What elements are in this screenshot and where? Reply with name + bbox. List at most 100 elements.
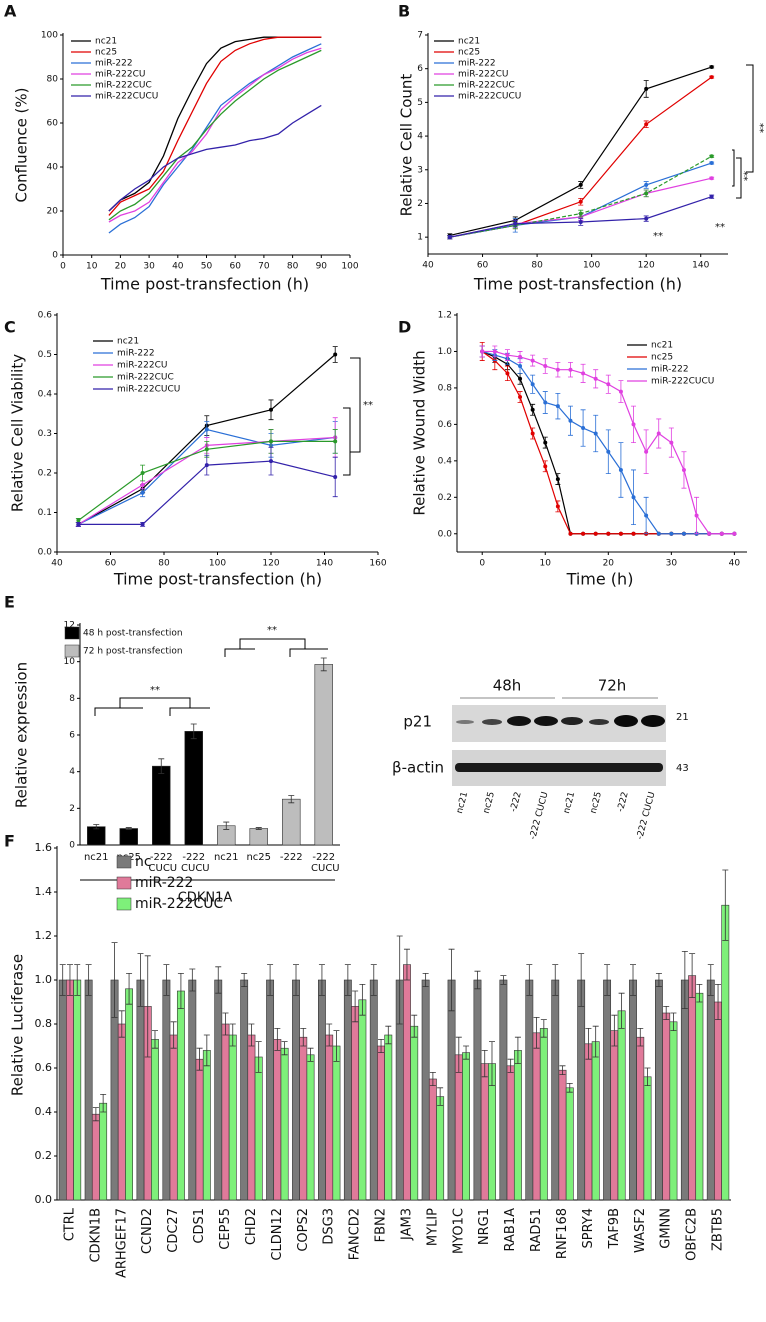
error-bar (307, 1047, 314, 1062)
x-tick-label: -222 CUCU (145, 852, 177, 874)
marker (581, 531, 586, 536)
x-axis-label: Time post-transfection (h) (100, 275, 309, 294)
error-bar (566, 1083, 573, 1093)
marker (606, 449, 611, 454)
legend-label: nc21 (117, 337, 139, 347)
legend-swatch (116, 855, 132, 869)
error-bar (177, 973, 184, 1009)
error-bar (411, 1014, 418, 1038)
y-axis-label: Relative Cell Count (398, 74, 416, 217)
y-tick-label: 0.6 (438, 420, 453, 430)
marker (593, 431, 598, 436)
error-bar (241, 973, 248, 987)
blot-size: 43 (676, 763, 689, 774)
legend-label: nc21 (95, 37, 117, 47)
annotation: ** (738, 171, 749, 181)
error-bar (288, 795, 295, 804)
x-tick-label: 100 (583, 261, 600, 271)
bar (325, 1034, 334, 1201)
y-tick-label: 0.1 (38, 508, 52, 518)
bar (84, 979, 93, 1201)
annotation: ** (267, 625, 277, 636)
y-tick-label: 0.8 (35, 1017, 53, 1030)
y-tick-label: 1 (417, 233, 423, 243)
x-tick-label: 30 (143, 262, 155, 272)
y-tick-label: 60 (47, 119, 59, 129)
y-tick-label: 12 (64, 621, 75, 631)
marker (578, 182, 583, 187)
error-bar (630, 964, 637, 996)
x-tick-label: nc25 (246, 852, 271, 863)
blot-lane-label: nc21 (562, 791, 577, 815)
x-tick-label: 40 (422, 261, 434, 271)
bar (195, 1058, 204, 1201)
x-tick-label: FANCD2 (348, 1208, 363, 1260)
bar (428, 1078, 437, 1201)
marker (707, 531, 712, 536)
error-bar (118, 1010, 125, 1038)
bracket (224, 638, 328, 657)
x-tick-label: MYO1C (451, 1208, 466, 1254)
x-tick-label: CLDN12 (270, 1208, 285, 1261)
marker (631, 422, 636, 427)
legend-label: miR-222 (117, 349, 155, 359)
bar (669, 1021, 678, 1201)
error-bar (422, 973, 429, 987)
error-bar (163, 964, 170, 996)
marker (644, 513, 649, 518)
annotation: ** (150, 685, 160, 696)
error-bar (707, 964, 714, 996)
x-tick-label: 50 (201, 262, 213, 272)
error-bar (352, 990, 359, 1023)
marker (709, 161, 714, 166)
marker (269, 439, 273, 444)
marker (140, 490, 145, 495)
marker (631, 495, 636, 500)
error-bar (267, 964, 274, 996)
marker (681, 467, 686, 472)
error-bar (281, 1041, 288, 1056)
legend-label: miR-222 (458, 59, 496, 69)
bar (403, 964, 411, 1201)
bar (87, 826, 106, 846)
y-tick-label: 6 (417, 64, 423, 74)
error-bar (715, 984, 722, 1020)
error-bar (74, 964, 81, 996)
band (482, 719, 502, 725)
bar (117, 1023, 126, 1201)
blot-lane-label: -222 CUCU (635, 791, 657, 841)
bar (66, 979, 74, 1201)
error-bar (93, 824, 100, 830)
bar (119, 828, 138, 846)
error-bar (85, 964, 92, 996)
blot-timepoint: 72h (598, 677, 627, 695)
marker (732, 531, 737, 536)
bar (125, 988, 133, 1201)
bar (473, 979, 482, 1201)
legend-label: nc21 (651, 341, 673, 351)
y-tick-label: 1.2 (438, 311, 452, 321)
marker (505, 353, 510, 358)
band (507, 716, 531, 726)
brackets (94, 64, 754, 716)
error-bar (215, 966, 222, 994)
x-tick-label: 80 (158, 559, 170, 569)
bar (299, 1036, 308, 1201)
bar (240, 979, 249, 1201)
y-tick-label: 0.2 (38, 469, 52, 479)
error-bar (429, 1072, 436, 1086)
bar (273, 1039, 282, 1201)
error-bar (552, 964, 559, 996)
marker (543, 440, 548, 445)
bracket (94, 697, 210, 716)
panel-label: E (4, 593, 15, 612)
bar (152, 765, 171, 846)
blot-size: 21 (676, 712, 689, 723)
x-tick-label: -222 CUCU (178, 852, 210, 874)
x-tick-label: RAB1A (503, 1208, 518, 1252)
x-tick-label: 40 (51, 559, 63, 569)
bar (176, 990, 185, 1201)
marker (606, 531, 611, 536)
band (455, 763, 663, 772)
legend-swatch (64, 644, 80, 658)
